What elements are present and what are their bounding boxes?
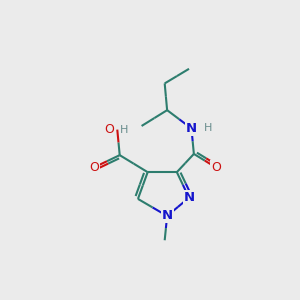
Text: N: N	[186, 122, 197, 135]
Text: O: O	[104, 123, 114, 136]
Text: N: N	[183, 191, 195, 204]
Text: O: O	[211, 161, 221, 174]
Text: H: H	[120, 124, 129, 135]
Text: N: N	[162, 209, 173, 222]
Text: O: O	[89, 161, 99, 174]
Text: H: H	[204, 123, 212, 134]
